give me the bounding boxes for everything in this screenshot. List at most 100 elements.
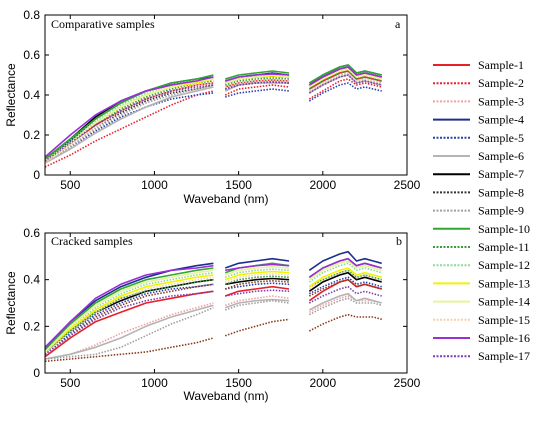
panel-a-series-15-seg-3 — [308, 72, 382, 92]
panel-a-axes: 500 1000 1500 2000 2500 0 0.2 0.4 0.6 0.8 — [23, 8, 420, 192]
panel-b: Cracked samples b 500 1000 1500 2000 2500 0 0.… — [4, 226, 421, 403]
panel-b-series-11-seg-2 — [224, 275, 290, 286]
panel-a-series — [44, 64, 382, 168]
panel-a-series-5-seg-1 — [44, 92, 214, 164]
panel-b-series-6-seg-1 — [44, 304, 214, 360]
panel-a-xlabel: Waveband (nm) — [184, 192, 269, 206]
legend-label-9: Sample-9 — [478, 204, 524, 218]
panel-a-series-5-seg-3 — [308, 82, 382, 102]
panel-b-frame — [44, 232, 408, 374]
legend-label-12: Sample-12 — [478, 258, 530, 272]
panel-a-series-17-seg-3 — [308, 74, 382, 94]
panel-b-series-7-seg-3 — [308, 271, 382, 292]
panel-a-series-10-seg-2 — [224, 70, 290, 80]
panel-b-series-8-seg-3 — [308, 278, 382, 297]
panel-a-xtick-label: 1500 — [225, 178, 252, 192]
panel-b-series-13-seg-1 — [44, 274, 214, 353]
panel-b-series-13-seg-2 — [224, 270, 290, 281]
panel-a-series-17-seg-2 — [224, 81, 290, 90]
panel-b-xtick-label: 1000 — [141, 376, 168, 390]
panel-a-ytick-label: 0.2 — [23, 128, 40, 142]
panel-b-series-9-seg-3 — [308, 297, 382, 316]
panel-b-ytick-label: 0.6 — [23, 226, 40, 240]
panel-b-series-17-seg-3 — [308, 285, 382, 304]
panel-b-series-15-seg-3 — [308, 269, 382, 290]
panel-a-series-16-seg-3 — [308, 66, 382, 86]
panel-a-title: Comparative samples — [51, 17, 155, 31]
panel-a-xtick-label: 2000 — [309, 178, 336, 192]
panel-a-ytick-label: 0.8 — [23, 8, 40, 22]
panel-a-series-16-seg-2 — [224, 73, 290, 82]
panel-a-series-9-seg-1 — [44, 84, 214, 164]
panel-b-series-15-seg-1 — [44, 276, 214, 355]
panel-b-series-17-seg-1 — [44, 290, 214, 355]
panel-b-series-4-seg-3 — [308, 250, 382, 271]
panel-b-xtick-label: 500 — [60, 376, 80, 390]
panel-b-xtick-label: 2000 — [309, 376, 336, 390]
legend: Sample-1 Sample-2 Sample-3 Sample-4 Sample-5… — [433, 58, 530, 363]
panel-b-ytick-label: 0.4 — [23, 273, 40, 287]
panel-b-series-6-seg-3 — [308, 292, 382, 311]
panel-b-label: b — [396, 234, 402, 248]
legend-label-7: Sample-7 — [478, 167, 524, 181]
panel-b-title: Cracked samples — [51, 234, 133, 248]
panel-b-series-2-seg-2 — [224, 318, 290, 337]
legend-label-17: Sample-17 — [478, 349, 530, 363]
panel-b-series-9-seg-1 — [44, 306, 214, 360]
panel-a-series-6-seg-1 — [44, 86, 214, 164]
panel-b-xlabel: Waveband (nm) — [184, 389, 269, 403]
panel-b-series-14-seg-1 — [44, 269, 214, 353]
panel-b-series-15-seg-2 — [224, 273, 290, 283]
legend-label-5: Sample-5 — [478, 131, 524, 145]
panel-b-series-11-seg-1 — [44, 278, 214, 353]
legend-label-8: Sample-8 — [478, 185, 524, 199]
panel-b-series-12-seg-3 — [308, 262, 382, 283]
panel-a-ylabel: Reflectance — [4, 63, 18, 127]
panel-b-series-16-seg-2 — [225, 263, 290, 272]
panel-b-series-7-seg-2 — [225, 277, 290, 286]
panel-a-series-5-seg-2 — [224, 88, 290, 98]
panel-b-series-12-seg-2 — [224, 268, 290, 279]
panel-b-series-16-seg-1 — [44, 264, 214, 348]
panel-a-series-10-seg-1 — [44, 74, 214, 160]
panel-b-series-14-seg-2 — [224, 266, 290, 276]
panel-b-series — [44, 250, 382, 363]
legend-label-13: Sample-13 — [478, 276, 530, 290]
panel-a-series-10-seg-3 — [308, 64, 382, 84]
panel-b-series-3-seg-2 — [224, 295, 290, 307]
panel-a-series-15-seg-1 — [44, 82, 214, 164]
panel-a-series-2-seg-1 — [44, 90, 214, 168]
panel-b-ytick-label: 0.2 — [23, 319, 40, 333]
legend-label-15: Sample-15 — [478, 313, 530, 327]
panel-a-series-16-seg-1 — [44, 76, 214, 158]
panel-a-series-11-seg-2 — [224, 77, 290, 86]
panel-a-ytick-label: 0.4 — [23, 88, 40, 102]
panel-b-series-16-seg-3 — [308, 257, 382, 278]
panel-b-series-14-seg-3 — [308, 260, 382, 281]
panel-b-series-17-seg-2 — [225, 289, 290, 297]
panel-a: Comparative samples a 500 1000 1500 2000 250… — [4, 8, 421, 206]
panel-b-series-13-seg-3 — [308, 267, 382, 288]
panel-a-series-15-seg-2 — [224, 79, 290, 88]
panel-b-series-5-seg-3 — [308, 276, 382, 295]
legend-label-2: Sample-2 — [478, 76, 524, 90]
panel-a-xtick-label: 500 — [60, 178, 80, 192]
panel-a-xtick-label: 2500 — [394, 178, 421, 192]
panel-b-ytick-label: 0 — [33, 366, 40, 380]
panel-b-series-6-seg-2 — [224, 298, 290, 309]
panel-b-axes: 500 1000 1500 2000 2500 0 0.2 0.4 0.6 — [23, 226, 420, 390]
panel-a-series-14-seg-2 — [224, 74, 290, 84]
panel-b-series-5-seg-1 — [44, 283, 214, 355]
panel-b-series-1-seg-2 — [224, 285, 290, 297]
panel-a-series-14-seg-3 — [308, 68, 382, 88]
panel-b-xtick-label: 2500 — [394, 376, 421, 390]
legend-label-10: Sample-10 — [478, 222, 530, 236]
panel-b-series-4-seg-2 — [224, 257, 290, 269]
legend-label-11: Sample-11 — [478, 240, 530, 254]
panel-b-series-2-seg-1 — [44, 337, 214, 363]
legend-label-16: Sample-16 — [478, 331, 530, 345]
panel-a-label: a — [395, 17, 401, 31]
panel-a-series-17-seg-1 — [44, 84, 214, 162]
panel-a-series-2-seg-2 — [224, 84, 290, 96]
